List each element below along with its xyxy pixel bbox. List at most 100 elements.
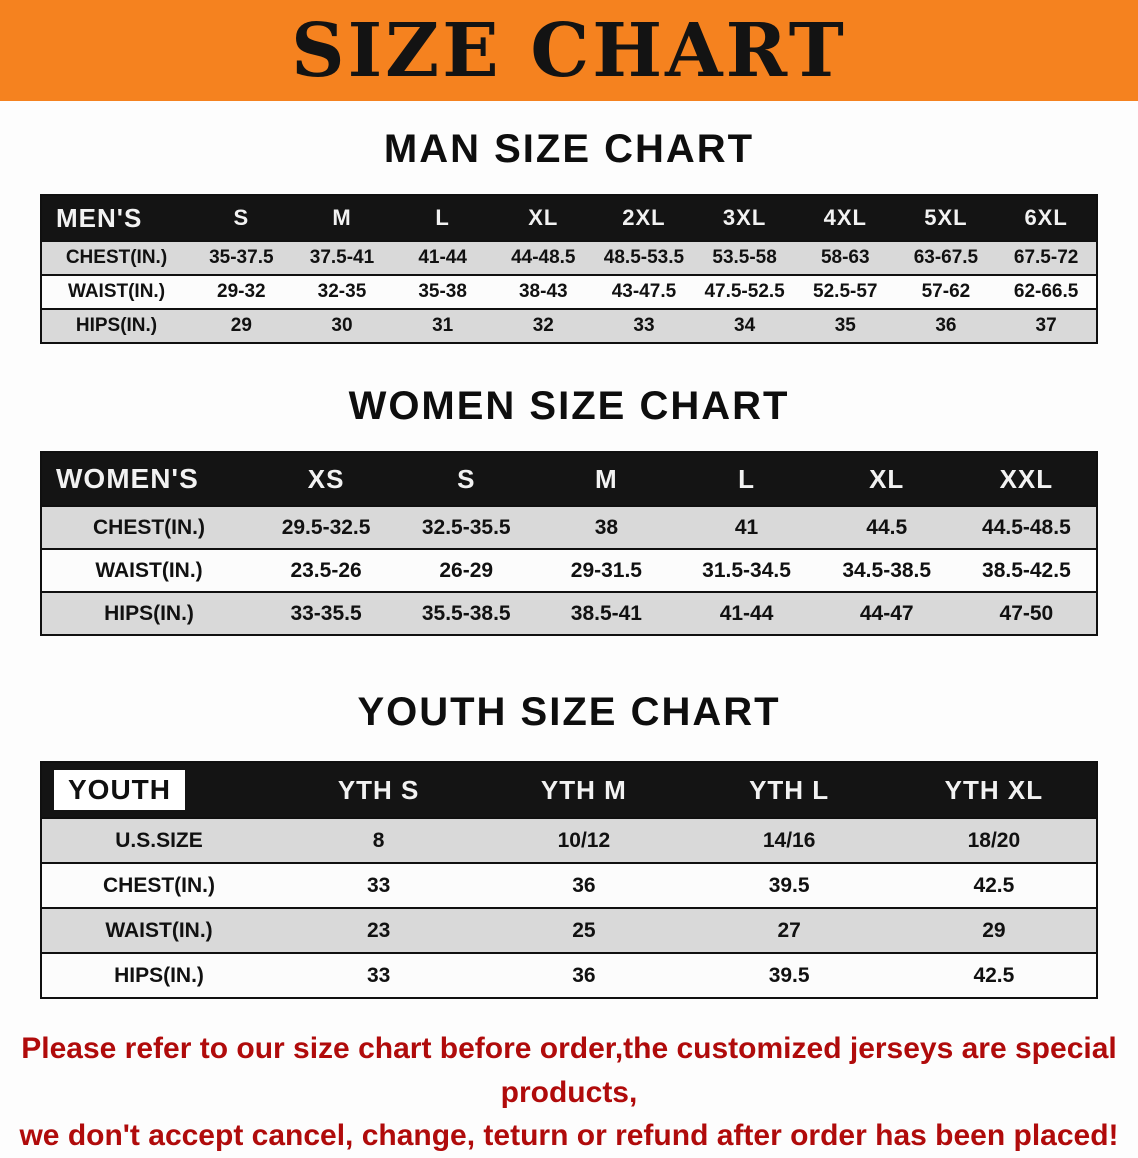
- col-header: M: [291, 195, 393, 241]
- size-cell: 25: [481, 907, 687, 953]
- size-cell: 32: [492, 308, 594, 343]
- size-cell: 62-66.5: [996, 274, 1097, 309]
- row-label: CHEST(IN.): [41, 240, 191, 275]
- size-cell: 29: [891, 907, 1097, 953]
- col-header: 3XL: [694, 195, 795, 241]
- size-cell: 44-47: [816, 591, 957, 635]
- size-cell: 47-50: [956, 591, 1097, 635]
- row-label: HIPS(IN.): [41, 952, 276, 998]
- table-row: U.S.SIZE 8 10/12 14/16 18/20: [41, 817, 1097, 863]
- size-cell: 67.5-72: [996, 240, 1097, 275]
- row-label: WAIST(IN.): [41, 907, 276, 953]
- row-label: CHEST(IN.): [41, 505, 256, 549]
- col-header: L: [676, 452, 817, 506]
- size-cell: 41: [676, 505, 817, 549]
- size-cell: 23.5-26: [256, 548, 397, 592]
- size-cell: 35: [794, 308, 896, 343]
- table-row: HIPS(IN.) 33-35.5 35.5-38.5 38.5-41 41-4…: [41, 591, 1097, 635]
- table-row: WAIST(IN.) 29-32 32-35 35-38 38-43 43-47…: [41, 274, 1097, 309]
- col-header: WOMEN'S: [41, 452, 256, 506]
- size-cell: 42.5: [891, 862, 1097, 908]
- table-row: WAIST(IN.) 23.5-26 26-29 29-31.5 31.5-34…: [41, 548, 1097, 592]
- table-row: HIPS(IN.) 29 30 31 32 33 34 35 36 37: [41, 308, 1097, 343]
- men-size-table: MEN'S S M L XL 2XL 3XL 4XL 5XL 6XL CHEST…: [40, 194, 1098, 344]
- youth-header-row: YOUTH YTH S YTH M YTH L YTH XL: [41, 762, 1097, 818]
- size-cell: 29-32: [191, 274, 292, 309]
- table-row: WAIST(IN.) 23 25 27 29: [41, 907, 1097, 953]
- size-cell: 43-47.5: [593, 274, 695, 309]
- size-cell: 29: [191, 308, 292, 343]
- size-cell: 34: [694, 308, 795, 343]
- size-cell: 39.5: [686, 952, 892, 998]
- page-title: SIZE CHART: [291, 7, 847, 94]
- size-cell: 37.5-41: [291, 240, 393, 275]
- size-cell: 34.5-38.5: [816, 548, 957, 592]
- size-cell: 33: [593, 308, 695, 343]
- size-cell: 36: [481, 862, 687, 908]
- col-header: YOUTH: [41, 762, 276, 818]
- size-cell: 36: [895, 308, 997, 343]
- col-header: YTH XL: [891, 762, 1097, 818]
- size-cell: 52.5-57: [794, 274, 896, 309]
- youth-size-table: YOUTH YTH S YTH M YTH L YTH XL U.S.SIZE …: [40, 761, 1098, 999]
- size-cell: 47.5-52.5: [694, 274, 795, 309]
- women-header-row: WOMEN'S XS S M L XL XXL: [41, 452, 1097, 506]
- size-cell: 32.5-35.5: [396, 505, 537, 549]
- youth-section: YOUTH SIZE CHART YOUTH YTH S YTH M YTH L…: [0, 690, 1138, 999]
- col-header: M: [536, 452, 677, 506]
- col-header: YTH S: [276, 762, 482, 818]
- size-cell: 29.5-32.5: [256, 505, 397, 549]
- table-row: CHEST(IN.) 33 36 39.5 42.5: [41, 862, 1097, 908]
- size-cell: 33: [276, 862, 482, 908]
- size-cell: 44.5-48.5: [956, 505, 1097, 549]
- col-header: S: [191, 195, 292, 241]
- disclaimer-line-2: we don't accept cancel, change, teturn o…: [19, 1119, 1119, 1152]
- women-size-table: WOMEN'S XS S M L XL XXL CHEST(IN.) 29.5-…: [40, 451, 1098, 636]
- row-label: WAIST(IN.): [41, 548, 256, 592]
- size-cell: 31.5-34.5: [676, 548, 817, 592]
- size-cell: 42.5: [891, 952, 1097, 998]
- col-header: XS: [256, 452, 397, 506]
- size-cell: 32-35: [291, 274, 393, 309]
- size-cell: 26-29: [396, 548, 537, 592]
- size-cell: 14/16: [686, 817, 892, 863]
- row-label: U.S.SIZE: [41, 817, 276, 863]
- men-heading: MAN SIZE CHART: [383, 127, 755, 171]
- size-cell: 58-63: [794, 240, 896, 275]
- col-header: L: [392, 195, 493, 241]
- col-header: 4XL: [794, 195, 896, 241]
- size-cell: 10/12: [481, 817, 687, 863]
- size-cell: 39.5: [686, 862, 892, 908]
- size-cell: 27: [686, 907, 892, 953]
- disclaimer-line-1: Please refer to our size chart before or…: [21, 1032, 1117, 1109]
- row-label: HIPS(IN.): [41, 308, 191, 343]
- size-cell: 44-48.5: [492, 240, 594, 275]
- table-row: HIPS(IN.) 33 36 39.5 42.5: [41, 952, 1097, 998]
- size-cell: 35-38: [392, 274, 493, 309]
- size-cell: 38.5-41: [536, 591, 677, 635]
- youth-header-badge: YOUTH: [54, 770, 185, 810]
- size-cell: 35-37.5: [191, 240, 292, 275]
- men-section: MAN SIZE CHART MEN'S S M L XL 2XL 3XL 4X…: [0, 127, 1138, 344]
- size-cell: 48.5-53.5: [593, 240, 695, 275]
- col-header: 2XL: [593, 195, 695, 241]
- banner: SIZE CHART: [0, 0, 1138, 101]
- size-cell: 36: [481, 952, 687, 998]
- size-cell: 53.5-58: [694, 240, 795, 275]
- women-section: WOMEN SIZE CHART WOMEN'S XS S M L XL XXL…: [0, 384, 1138, 636]
- table-row: CHEST(IN.) 35-37.5 37.5-41 41-44 44-48.5…: [41, 240, 1097, 275]
- size-cell: 29-31.5: [536, 548, 677, 592]
- size-cell: 8: [276, 817, 482, 863]
- table-row: CHEST(IN.) 29.5-32.5 32.5-35.5 38 41 44.…: [41, 505, 1097, 549]
- size-cell: 23: [276, 907, 482, 953]
- size-cell: 37: [996, 308, 1097, 343]
- women-heading: WOMEN SIZE CHART: [348, 384, 790, 428]
- size-cell: 33: [276, 952, 482, 998]
- size-cell: 31: [392, 308, 493, 343]
- size-cell: 30: [291, 308, 393, 343]
- col-header: MEN'S: [41, 195, 191, 241]
- size-cell: 33-35.5: [256, 591, 397, 635]
- men-header-row: MEN'S S M L XL 2XL 3XL 4XL 5XL 6XL: [41, 195, 1097, 241]
- col-header: 5XL: [895, 195, 997, 241]
- size-cell: 18/20: [891, 817, 1097, 863]
